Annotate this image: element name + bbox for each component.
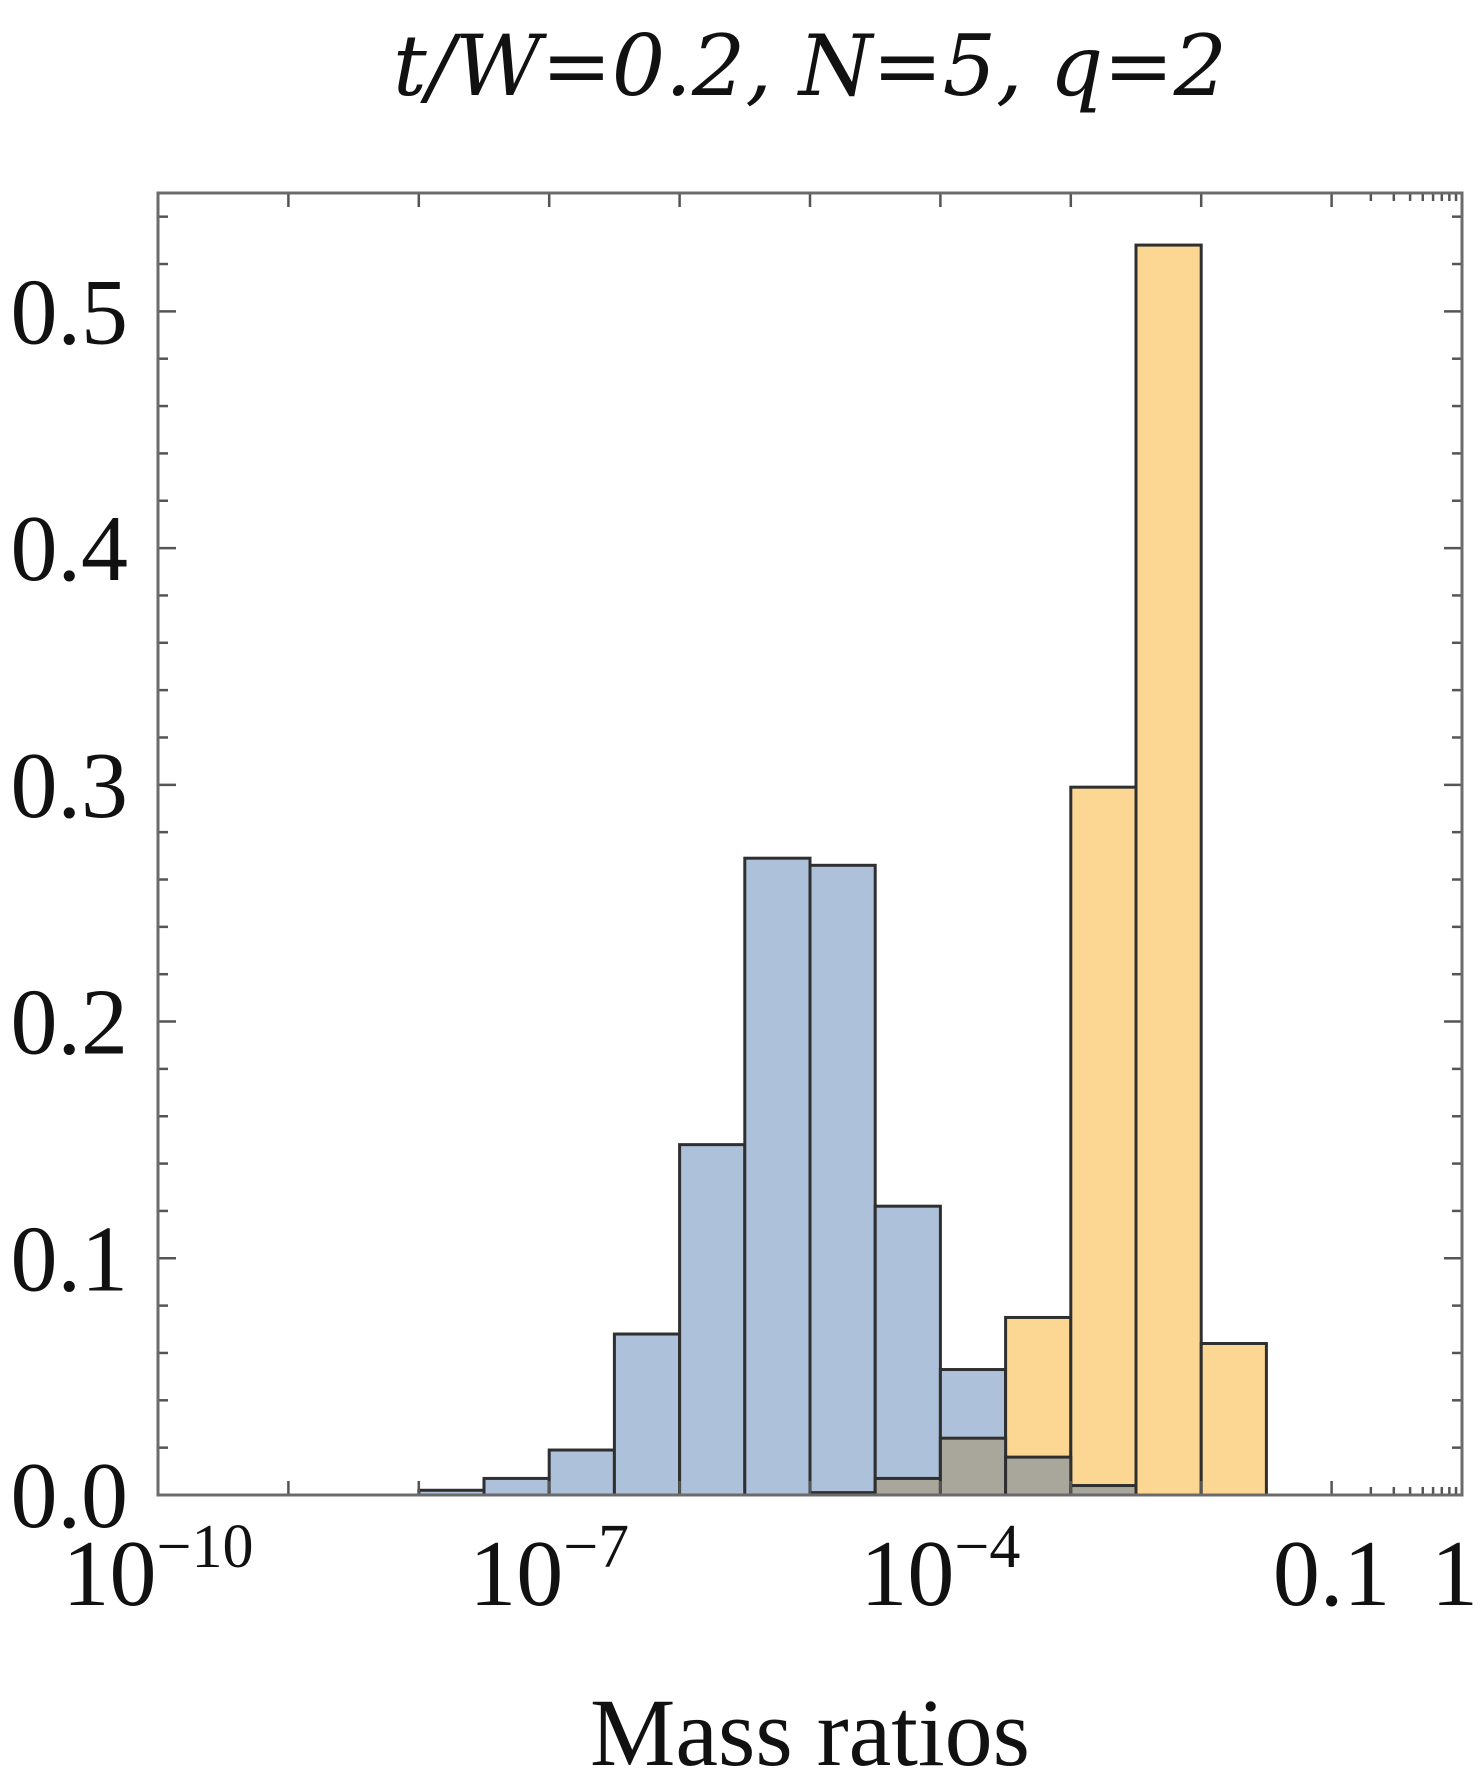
x-tick-label: 1 [1431,1522,1478,1626]
y-tick-label: 0.1 [11,1207,129,1311]
orange-bar-4 [1069,785,1138,1497]
x-tick-label: 0.1 [1273,1522,1391,1626]
bars-layer [417,243,1268,1497]
plot-frame [156,191,1464,1497]
y-tick-label: 0.0 [11,1444,129,1548]
chart-title: t/W=0.2, N=5, q=2 [393,17,1227,115]
x-tick-label: 10−10 [63,1513,254,1626]
orange-bar-5 [1134,243,1203,1497]
blue-bar-4 [678,1143,747,1497]
y-tick-label: 0.3 [11,734,129,838]
ticks-layer [156,193,1464,1497]
x-tick-labels: 10−10 10−7 10−4 0.1 1 [63,1513,1478,1626]
blue-bar-3 [612,1332,682,1497]
orange-bar-6 [1199,1341,1268,1497]
x-axis-label: Mass ratios [590,1679,1030,1786]
blue-bar-6 [808,863,877,1497]
blue-bar-2 [547,1448,616,1497]
x-tick-label: 10−7 [469,1513,629,1626]
overlap-bar-3 [1004,1455,1073,1497]
y-tick-labels: 0.0 0.1 0.2 0.3 0.4 0.5 [11,260,129,1548]
x-tick-label: 10−4 [860,1513,1020,1626]
overlap-bar-1 [873,1476,942,1497]
y-tick-label: 0.5 [11,260,129,364]
blue-bar-7 [873,1204,942,1497]
blue-bar-5 [743,856,812,1497]
y-tick-label: 0.4 [11,497,129,601]
blue-bar-1 [482,1476,551,1497]
overlap-bar-2 [938,1436,1008,1497]
y-tick-label: 0.2 [11,971,129,1075]
